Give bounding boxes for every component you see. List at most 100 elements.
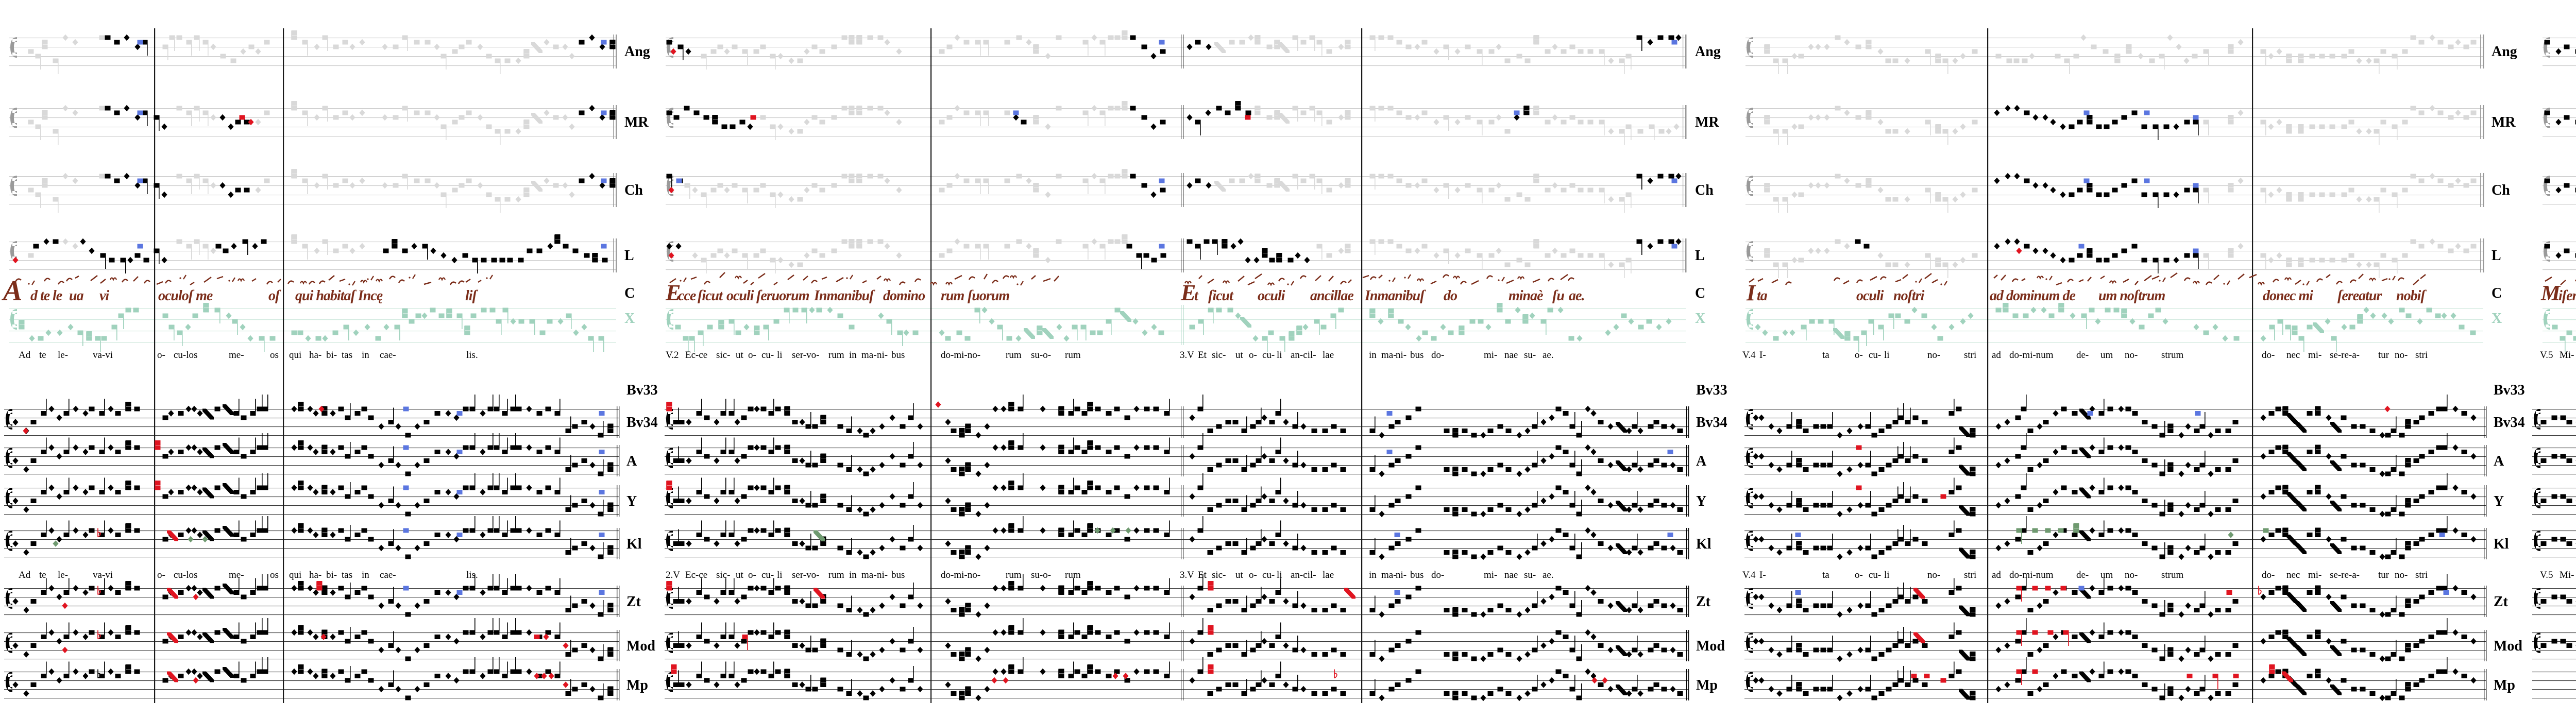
- svg-text:cae-: cae-: [380, 350, 396, 361]
- svg-text:bus: bus: [891, 570, 905, 580]
- svg-text:lis.: lis.: [466, 350, 478, 361]
- svg-text:tas: tas: [342, 570, 352, 580]
- svg-text:noſtri: noſtri: [1893, 288, 1925, 304]
- svg-text:bi-: bi-: [326, 350, 337, 361]
- svg-text:V.5: V.5: [2540, 350, 2553, 361]
- svg-text:ni-: ni-: [877, 350, 888, 361]
- svg-text:Et: Et: [1198, 350, 1207, 361]
- svg-text:sic-: sic-: [1212, 350, 1226, 361]
- svg-text:oculi: oculi: [726, 288, 754, 304]
- svg-text:os: os: [270, 350, 279, 361]
- svg-text:li: li: [777, 570, 783, 580]
- svg-text:Y: Y: [626, 493, 637, 509]
- svg-text:o-: o-: [157, 350, 165, 361]
- svg-text:2.V: 2.V: [666, 570, 680, 580]
- svg-text:tur: tur: [2378, 570, 2389, 580]
- svg-text:sic-: sic-: [716, 570, 730, 580]
- svg-text:Ch: Ch: [2492, 182, 2510, 198]
- svg-text:bus: bus: [1410, 570, 1423, 580]
- svg-text:Kl: Kl: [2494, 536, 2509, 552]
- svg-text:bus: bus: [1410, 350, 1423, 361]
- svg-text:Bv33: Bv33: [626, 382, 658, 398]
- svg-text:cu-: cu-: [1262, 350, 1275, 361]
- svg-text:no-: no-: [1927, 350, 1940, 361]
- svg-text:Zt: Zt: [626, 594, 641, 610]
- svg-text:ſeruorum: ſeruorum: [756, 288, 809, 304]
- svg-text:vi: vi: [99, 288, 109, 304]
- svg-text:I-: I-: [1759, 570, 1766, 580]
- svg-text:ut: ut: [736, 350, 744, 361]
- svg-text:lae: lae: [1323, 350, 1334, 361]
- svg-text:do-mi-num: do-mi-num: [2009, 350, 2054, 361]
- svg-text:rum: rum: [1006, 570, 1022, 580]
- svg-text:nec: nec: [2286, 570, 2300, 580]
- svg-text:sic-: sic-: [716, 350, 730, 361]
- svg-text:nec: nec: [2286, 350, 2300, 361]
- svg-text:in: in: [849, 570, 857, 580]
- svg-text:rum: rum: [1006, 350, 1022, 361]
- svg-text:cu-: cu-: [761, 570, 774, 580]
- svg-text:cce: cce: [678, 288, 696, 304]
- svg-text:li: li: [1277, 350, 1282, 361]
- svg-text:Bv33: Bv33: [1696, 382, 1727, 398]
- svg-text:ta: ta: [1757, 288, 1768, 304]
- svg-text:ut: ut: [736, 570, 744, 580]
- svg-text:Et: Et: [1198, 570, 1207, 580]
- svg-text:Ang: Ang: [2492, 44, 2517, 60]
- svg-text:L: L: [1695, 248, 1705, 264]
- svg-text:an-cil-: an-cil-: [1291, 350, 1316, 361]
- svg-text:Kl: Kl: [1696, 536, 1711, 552]
- svg-text:donec mi: donec mi: [2263, 288, 2313, 304]
- svg-text:M: M: [2540, 282, 2561, 305]
- svg-text:mi-: mi-: [2308, 570, 2321, 580]
- svg-text:minaè: minaè: [1509, 288, 1543, 304]
- svg-text:do-: do-: [2262, 350, 2275, 361]
- svg-text:Kl: Kl: [626, 536, 642, 552]
- svg-text:cae-: cae-: [380, 570, 396, 580]
- svg-text:li: li: [1277, 570, 1282, 580]
- svg-text:strum: strum: [2161, 570, 2184, 580]
- svg-text:A: A: [2, 275, 22, 307]
- svg-text:Zt: Zt: [1696, 594, 1711, 610]
- svg-text:no-: no-: [2125, 570, 2138, 580]
- svg-text:MR: MR: [2492, 114, 2516, 130]
- svg-text:Ec-ce: Ec-ce: [685, 350, 707, 361]
- svg-text:rum: rum: [1065, 350, 1081, 361]
- svg-text:oſ: oſ: [268, 288, 281, 304]
- svg-text:o-: o-: [1855, 570, 1863, 580]
- svg-text:cu-los: cu-los: [174, 350, 197, 361]
- svg-text:te: te: [39, 350, 46, 361]
- svg-text:ſu: ſu: [1552, 288, 1564, 304]
- svg-text:do-mi-no-: do-mi-no-: [941, 350, 980, 361]
- svg-text:do-: do-: [2262, 570, 2275, 580]
- svg-text:Bv34: Bv34: [626, 415, 658, 431]
- svg-text:Y: Y: [1696, 493, 1706, 509]
- svg-text:ad dominum de: ad dominum de: [1990, 288, 2075, 304]
- svg-text:ae.: ae.: [1543, 350, 1554, 361]
- svg-text:ha-: ha-: [309, 570, 321, 580]
- svg-text:rum: rum: [1065, 570, 1081, 580]
- svg-text:me-: me-: [229, 350, 244, 361]
- svg-text:I-: I-: [1759, 350, 1766, 361]
- svg-text:in: in: [362, 570, 369, 580]
- svg-text:no-: no-: [1927, 570, 1940, 580]
- svg-text:um: um: [2100, 570, 2113, 580]
- svg-text:rum: rum: [828, 350, 844, 361]
- svg-text:Y: Y: [2494, 493, 2504, 509]
- svg-text:ad: ad: [1992, 570, 2001, 580]
- svg-text:I: I: [1746, 280, 1756, 305]
- svg-text:se-re-a-: se-re-a-: [2330, 570, 2360, 580]
- svg-text:tur: tur: [2378, 350, 2389, 361]
- svg-text:su-o-: su-o-: [1031, 570, 1051, 580]
- svg-text:ta: ta: [1822, 570, 1829, 580]
- svg-text:nae: nae: [1504, 570, 1518, 580]
- svg-text:ancillae: ancillae: [1310, 288, 1353, 304]
- svg-text:Bv34: Bv34: [2494, 415, 2525, 431]
- svg-text:Mod: Mod: [2494, 638, 2522, 654]
- svg-text:Ad: Ad: [19, 350, 31, 361]
- svg-text:in: in: [362, 350, 369, 361]
- svg-text:su-: su-: [1524, 350, 1536, 361]
- svg-text:A: A: [1696, 453, 1707, 469]
- svg-text:in: in: [849, 350, 857, 361]
- svg-text:stri: stri: [2415, 570, 2428, 580]
